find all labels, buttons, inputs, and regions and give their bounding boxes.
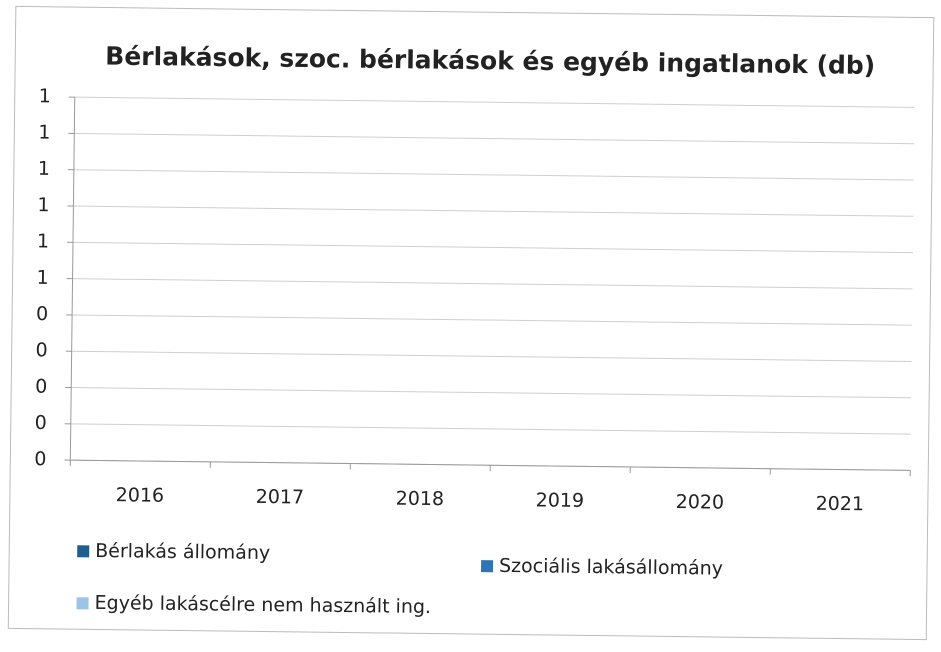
grid-line bbox=[70, 423, 911, 435]
grid-line bbox=[71, 387, 912, 399]
x-tick-label: 2017 bbox=[256, 486, 305, 509]
y-tick-label: 1 bbox=[39, 85, 51, 107]
y-tick-label: 0 bbox=[36, 303, 48, 325]
y-tick-label: 0 bbox=[35, 376, 47, 398]
grid-line bbox=[72, 278, 913, 290]
x-tick-label: 2019 bbox=[536, 489, 585, 512]
grid-line bbox=[72, 241, 913, 254]
y-tick-label: 0 bbox=[35, 339, 47, 361]
chart-frame bbox=[7, 5, 935, 641]
x-tick-label: 2020 bbox=[676, 491, 725, 514]
grid-line bbox=[74, 132, 915, 145]
grid-line bbox=[73, 169, 914, 181]
y-axis bbox=[69, 97, 76, 461]
legend-swatch bbox=[77, 545, 90, 558]
grid-line bbox=[73, 205, 914, 217]
y-tick-label: 1 bbox=[38, 158, 50, 180]
chart-body: Bérlakások, szoc. bérlakások és egyéb in… bbox=[7, 5, 935, 641]
legend-label: Egyéb lakáscélre nem használt ing. bbox=[94, 592, 431, 618]
legend-label: Szociális lakásállomány bbox=[499, 555, 723, 580]
y-tick-label: 1 bbox=[37, 230, 49, 252]
y-tick-label: 1 bbox=[36, 267, 48, 289]
x-tick-label: 2016 bbox=[116, 484, 165, 507]
x-tick-label: 2021 bbox=[816, 493, 865, 516]
legend-swatch bbox=[76, 597, 89, 610]
legend-swatch bbox=[480, 560, 494, 573]
legend-label: Bérlakás állomány bbox=[95, 540, 270, 564]
y-tick-label: 1 bbox=[37, 194, 49, 216]
y-tick-label: 1 bbox=[38, 122, 50, 144]
grid-line bbox=[74, 96, 915, 108]
x-tick-label: 2018 bbox=[396, 488, 445, 511]
y-tick-label: 0 bbox=[34, 448, 46, 470]
grid-line bbox=[71, 350, 912, 362]
y-tick-label: 0 bbox=[35, 412, 47, 434]
grid-line bbox=[72, 314, 913, 326]
